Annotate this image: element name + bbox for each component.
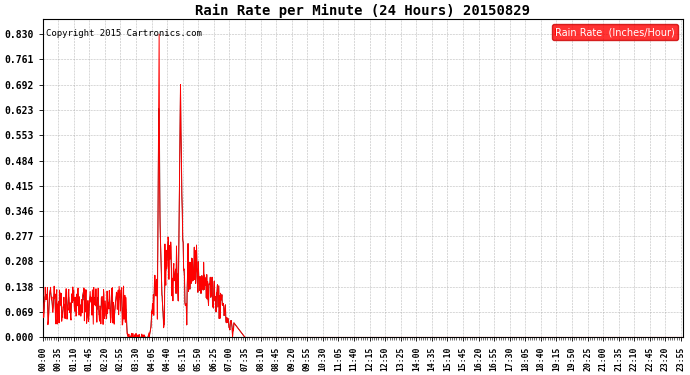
- Title: Rain Rate per Minute (24 Hours) 20150829: Rain Rate per Minute (24 Hours) 20150829: [195, 4, 530, 18]
- Legend: Rain Rate  (Inches/Hour): Rain Rate (Inches/Hour): [553, 24, 678, 40]
- Text: Copyright 2015 Cartronics.com: Copyright 2015 Cartronics.com: [46, 29, 201, 38]
